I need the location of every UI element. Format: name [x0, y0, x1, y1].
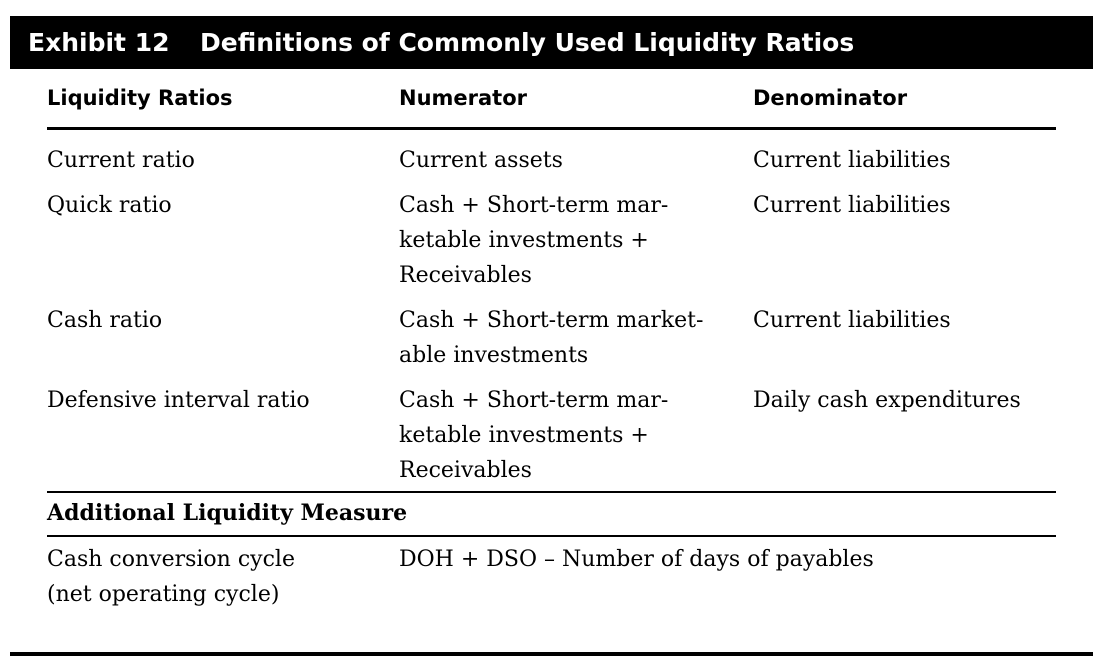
section-rule [47, 491, 1056, 493]
numerator-cell: Cash + Short-term market- able investmen… [399, 303, 703, 373]
ratio-name-line: Quick ratio [47, 193, 172, 218]
exhibit-title: Definitions of Commonly Used Liquidity R… [200, 28, 855, 57]
numerator-cell: Cash + Short-term mar- ketable investmen… [399, 383, 668, 488]
numerator-line: able investments [399, 343, 589, 368]
denominator-line: Current liabilities [753, 308, 951, 333]
numerator-line: Cash + Short-term market- [399, 308, 704, 333]
denominator-cell: Current liabilities [753, 188, 951, 223]
numerator-line: Cash + Short-term mar- [399, 388, 669, 413]
numerator-line: Receivables [399, 263, 532, 288]
ratio-name: Current ratio [47, 143, 195, 178]
ratio-name-line: Cash ratio [47, 308, 163, 333]
numerator-line: ketable investments + [399, 228, 649, 253]
column-header-ratio: Liquidity Ratios [47, 86, 233, 110]
measure-line: (net operating cycle) [47, 582, 280, 607]
ratio-name: Quick ratio [47, 188, 172, 223]
denominator-line: Current liabilities [753, 148, 951, 173]
additional-measure: Cash conversion cycle (net operating cyc… [47, 542, 295, 612]
exhibit-number: Exhibit 12 [28, 28, 170, 57]
ratio-name-line: Defensive interval ratio [47, 388, 310, 413]
numerator-cell: Cash + Short-term mar- ketable investmen… [399, 188, 668, 293]
ratio-name: Defensive interval ratio [47, 383, 310, 418]
measure-line: Cash conversion cycle [47, 547, 295, 572]
header-rule [47, 127, 1056, 130]
exhibit-banner: Exhibit 12 Definitions of Commonly Used … [10, 16, 1093, 69]
additional-heading: Additional Liquidity Measure [47, 500, 408, 526]
footer-rule [10, 652, 1093, 656]
numerator-cell: Current assets [399, 143, 563, 178]
additional-formula: DOH + DSO – Number of days of payables [399, 547, 874, 572]
numerator-line: ketable investments + [399, 423, 649, 448]
numerator-line: Receivables [399, 458, 532, 483]
denominator-cell: Current liabilities [753, 303, 951, 338]
denominator-line: Daily cash expenditures [753, 388, 1021, 413]
denominator-cell: Daily cash expenditures [753, 383, 1021, 418]
denominator-cell: Current liabilities [753, 143, 951, 178]
ratio-name: Cash ratio [47, 303, 162, 338]
numerator-line: Current assets [399, 148, 563, 173]
section-rule-bottom [47, 535, 1056, 537]
denominator-line: Current liabilities [753, 193, 951, 218]
ratio-name-line: Current ratio [47, 148, 195, 173]
numerator-line: Cash + Short-term mar- [399, 193, 669, 218]
column-header-numerator: Numerator [399, 86, 527, 110]
column-header-denominator: Denominator [753, 86, 908, 110]
